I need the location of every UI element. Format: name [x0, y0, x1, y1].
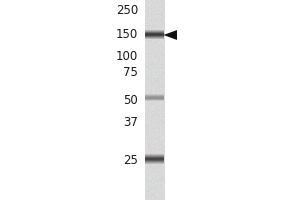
Text: 250: 250: [116, 4, 138, 18]
Polygon shape: [164, 30, 177, 40]
Text: 37: 37: [123, 116, 138, 130]
Text: 25: 25: [123, 154, 138, 166]
Text: 150: 150: [116, 28, 138, 42]
Text: 50: 50: [123, 94, 138, 106]
Bar: [145, 2, 164, 198]
Text: 100: 100: [116, 50, 138, 63]
Text: 75: 75: [123, 66, 138, 79]
